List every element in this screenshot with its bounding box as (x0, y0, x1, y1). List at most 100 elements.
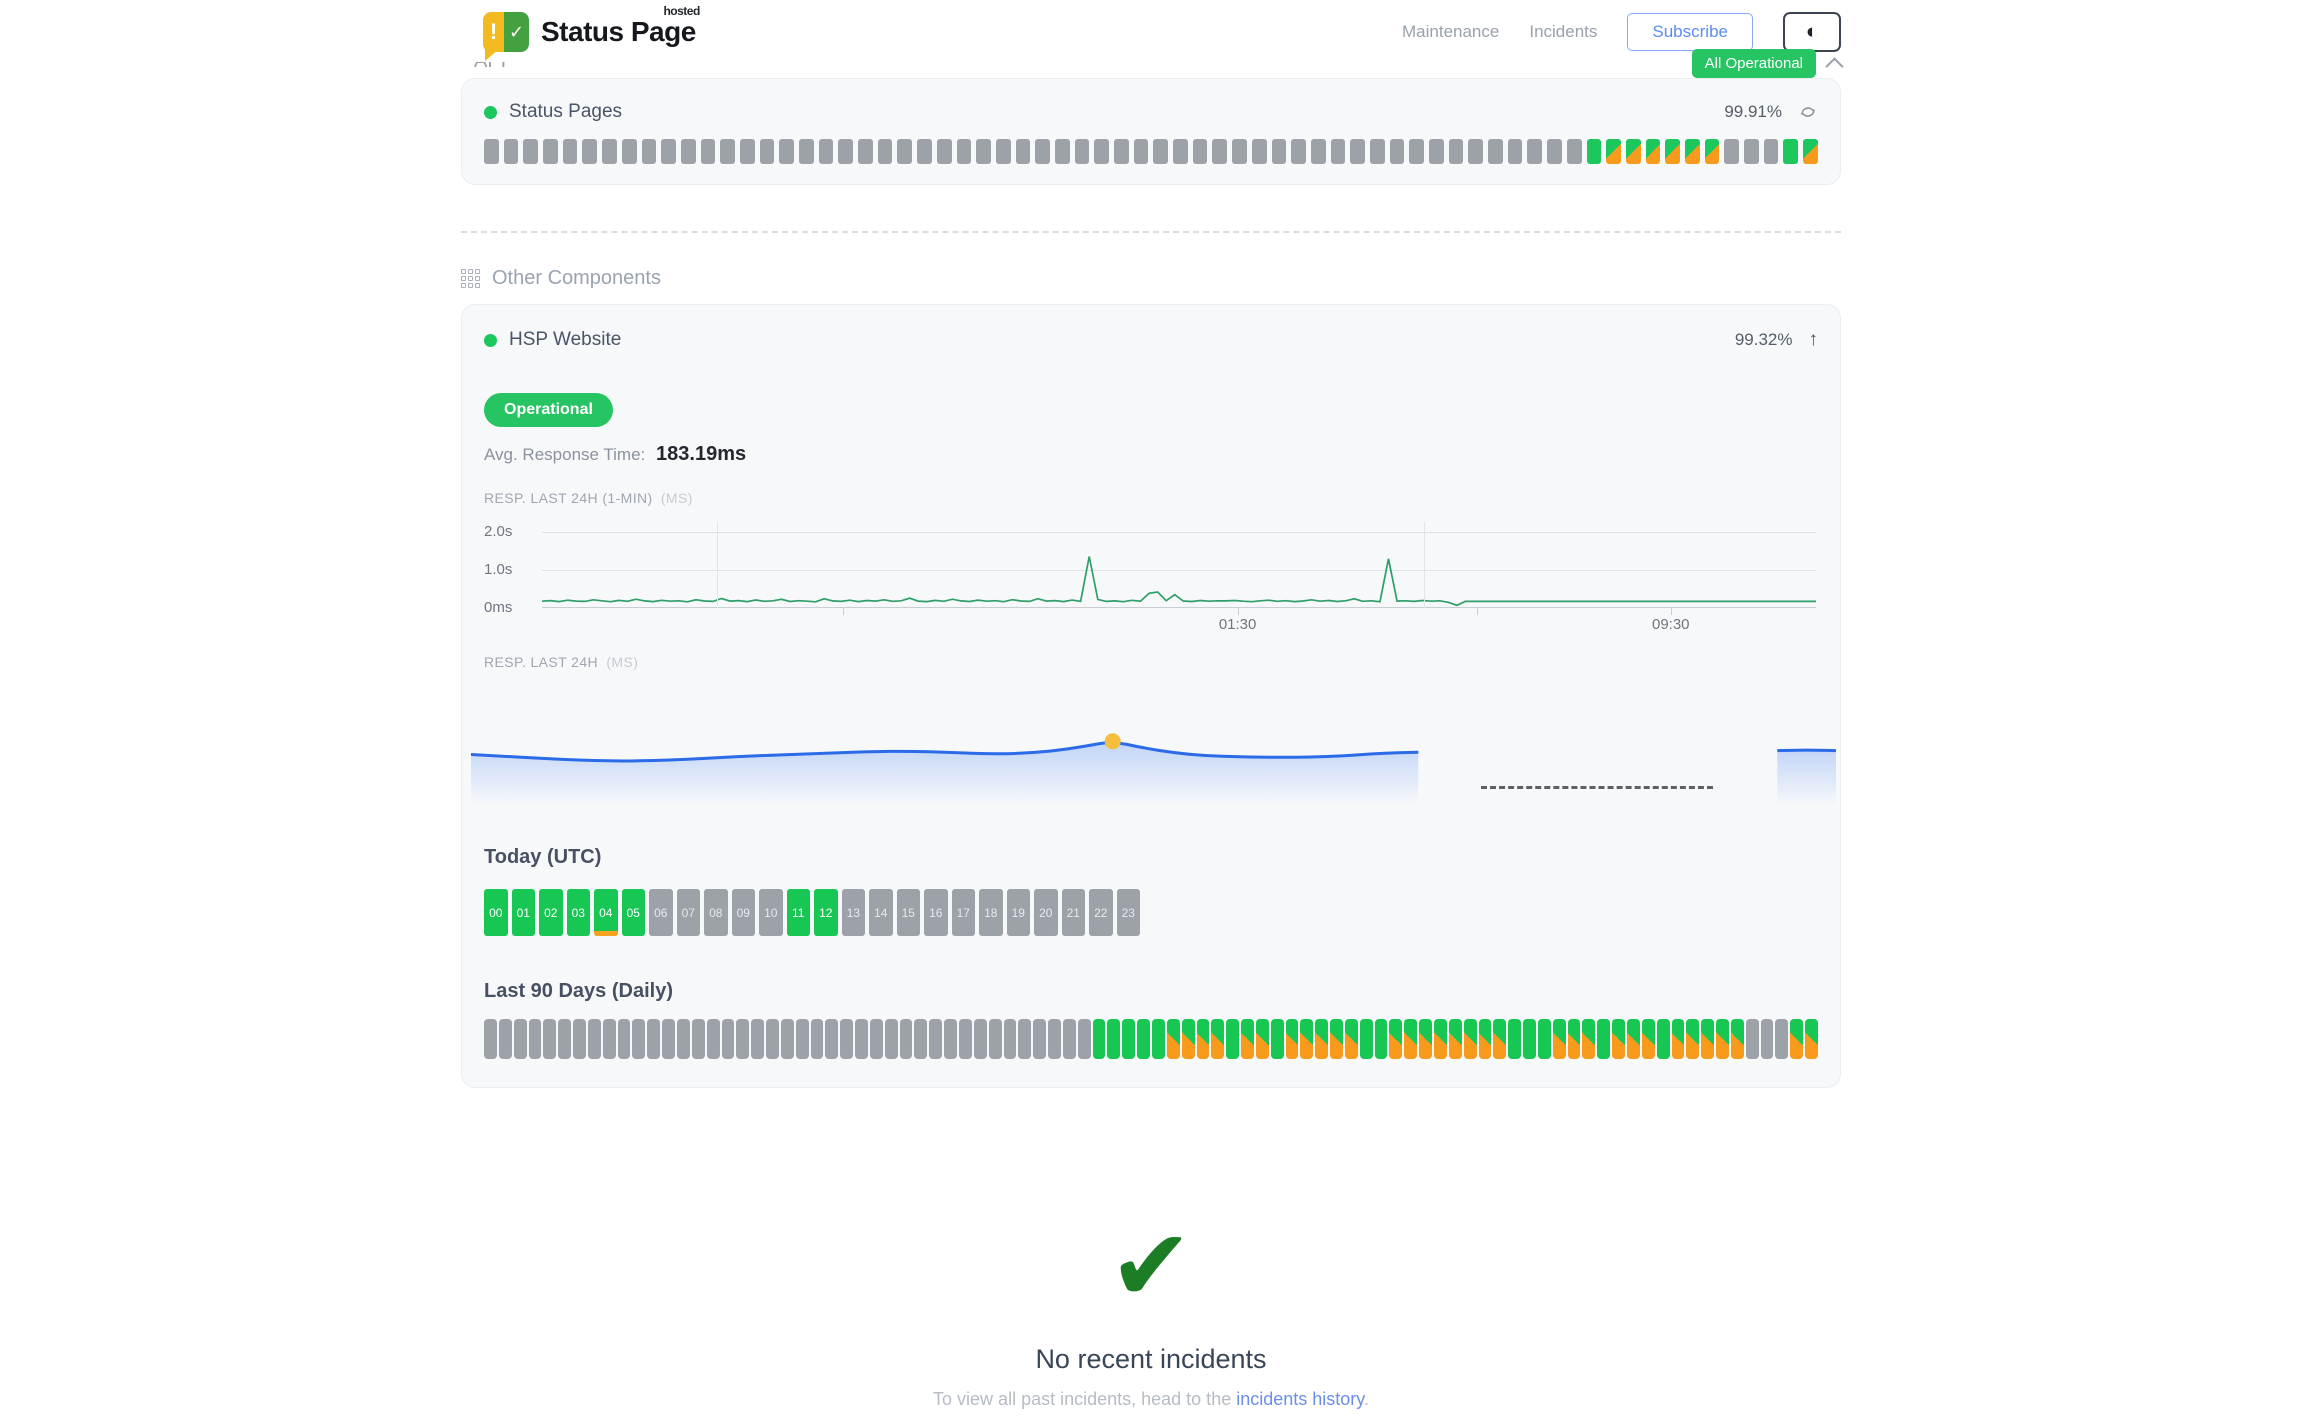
day-block (944, 1019, 957, 1059)
x-axis-tick (1237, 608, 1239, 615)
gridline-2s (542, 532, 1816, 533)
day-block (1552, 1019, 1566, 1059)
brand-superscript: hosted (663, 4, 700, 18)
half-moon-icon: ◐ (1805, 20, 1819, 43)
day-block (498, 1019, 512, 1059)
uptime-bar (818, 139, 834, 164)
status-pages-card: Status Pages 99.91% (461, 78, 1841, 185)
day-block (1493, 1019, 1507, 1059)
incidents-subtitle: To view all past incidents, head to the … (461, 1389, 1841, 1420)
uptime-bar (1409, 139, 1424, 164)
chart2-unit: (MS) (606, 654, 639, 670)
chart2-label: RESP. LAST 24H (MS) (484, 654, 1818, 670)
day-block (780, 1019, 794, 1059)
area-fill-tail (1777, 750, 1836, 806)
day-block (1434, 1019, 1447, 1059)
day-block (1641, 1019, 1655, 1059)
day-block (1463, 1019, 1477, 1059)
day-block (1374, 1019, 1388, 1059)
day-block (1285, 1019, 1299, 1059)
brand-bubble-icon: ! ✓ (483, 12, 529, 61)
day-block (1597, 1019, 1611, 1059)
day-block (1137, 1019, 1150, 1059)
day-block (1166, 1019, 1180, 1059)
uptime-bar (956, 139, 972, 164)
hour-block-10: 10 (759, 889, 783, 936)
day-block (1508, 1019, 1522, 1059)
avg-response-value: 183.19ms (656, 443, 747, 465)
x-axis-label: 01:30 (1218, 616, 1257, 633)
subscribe-button[interactable]: Subscribe (1627, 13, 1753, 51)
day-block (558, 1019, 572, 1059)
uptime-bar (1310, 139, 1326, 164)
missing-data-dashed-line (1481, 786, 1714, 789)
uptime-bar (1566, 139, 1582, 164)
day-block (1745, 1019, 1759, 1059)
day-block (869, 1019, 883, 1059)
uptime-percentage: 99.32% (1734, 330, 1793, 349)
uptime-bar (1429, 139, 1444, 164)
uptime-bar (1035, 139, 1050, 164)
x-axis-label: 09:30 (1651, 616, 1690, 633)
day-block (513, 1019, 527, 1059)
uptime-bar (1173, 139, 1188, 164)
uptime-bar (1527, 139, 1543, 164)
day-block (751, 1019, 765, 1059)
hour-block-14: 14 (869, 889, 893, 936)
nav-maintenance[interactable]: Maintenance (1402, 22, 1500, 41)
x-axis-tick (842, 608, 844, 615)
hour-block-06: 06 (649, 889, 673, 936)
hour-block-08: 08 (704, 889, 728, 936)
x-axis-tick (1477, 608, 1479, 615)
uptime-bar (1389, 139, 1405, 164)
day-block (1122, 1019, 1136, 1059)
hour-block-13: 13 (841, 889, 865, 936)
chevron-up-icon[interactable] (1825, 57, 1844, 76)
uptime-bar (1507, 139, 1523, 164)
hour-block-01: 01 (511, 889, 535, 936)
uptime-bar (1251, 139, 1267, 164)
hour-block-22: 22 (1089, 889, 1113, 936)
hour-block-15: 15 (896, 889, 920, 936)
day-block (1359, 1019, 1373, 1059)
uptime-bar (1803, 139, 1818, 164)
day-block (1107, 1019, 1121, 1059)
theme-toggle-button[interactable]: ◐ (1783, 12, 1841, 52)
chart1-plot-area (542, 522, 1816, 615)
day-block (1330, 1019, 1343, 1059)
hour-block-07: 07 (676, 889, 700, 936)
highlight-dot[interactable] (1104, 733, 1121, 750)
hour-block-02: 02 (539, 889, 563, 936)
nav-incidents[interactable]: Incidents (1529, 22, 1598, 41)
bubble-tail (485, 49, 499, 61)
uptime-bar (1291, 139, 1306, 164)
operational-badge: Operational (484, 393, 613, 427)
chart2-svg (471, 733, 1836, 806)
all-operational-badge: All Operational (1691, 49, 1816, 78)
day-block (1404, 1019, 1418, 1059)
day-block (1211, 1019, 1225, 1059)
refresh-icon[interactable] (1798, 102, 1818, 122)
hour-block-19: 19 (1006, 889, 1030, 936)
today-hour-strip: 00 01 02 03 04 05 06 07 08 09 10 11 12 13 14 15 16 17 18 19… (484, 889, 1140, 936)
x-axis-labels: 01:30 09:30 (542, 616, 1816, 636)
uptime-bar (1744, 139, 1759, 164)
day-block (1671, 1019, 1685, 1059)
main-nav: Maintenance Incidents Subscribe ◐ (1402, 12, 1841, 52)
uptime-bar (897, 139, 913, 164)
subtitle-prefix: To view all past incidents, head to the (933, 1389, 1237, 1409)
uptime-bar (641, 139, 657, 164)
uptime-bar (1350, 139, 1365, 164)
day-block (929, 1019, 943, 1059)
chart1-unit: (MS) (660, 490, 693, 506)
day-block (676, 1019, 690, 1059)
brand-logo[interactable]: ! ✓ Status Page hosted (483, 4, 700, 61)
global-status: All Operational (1691, 49, 1844, 78)
last-90-days-strip (484, 1019, 1818, 1059)
uptime-bar (995, 139, 1011, 164)
brand-name: Status Page (541, 16, 696, 47)
header: ! ✓ Status Page hosted Maintenance Incid… (0, 0, 2302, 78)
incidents-history-link[interactable]: incidents history (1236, 1389, 1364, 1409)
hour-block-20: 20 (1034, 889, 1058, 936)
day-block (973, 1019, 987, 1059)
